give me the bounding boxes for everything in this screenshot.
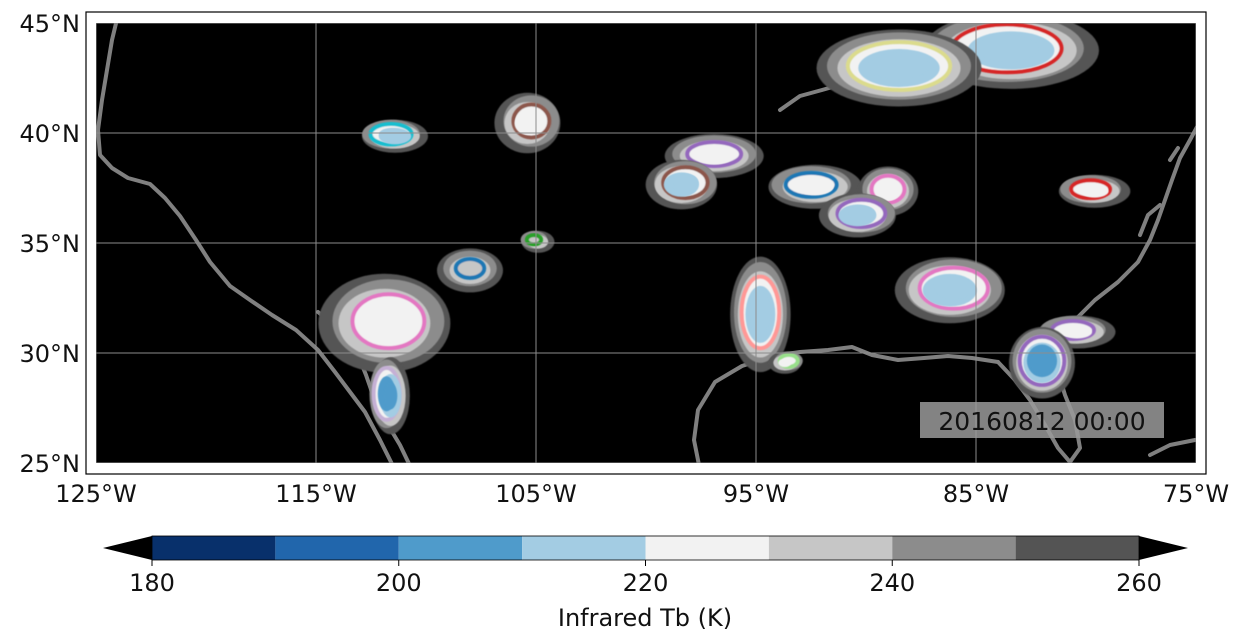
tb-contour xyxy=(524,233,544,247)
tb-contour xyxy=(876,181,900,201)
feature-oklahoma-north xyxy=(645,159,718,210)
colorbar-bins xyxy=(152,536,1139,560)
lat-tick-labels: 45°N 40°N 35°N 30°N 25°N xyxy=(20,10,81,478)
feature-new-mexico-north xyxy=(437,248,503,293)
lat-tick-label: 35°N xyxy=(20,230,81,258)
lon-tick-labels: 125°W 115°W 105°W 95°W 85°W 75°W xyxy=(55,480,1229,508)
tb-contour xyxy=(1061,325,1093,339)
map-panel: 45°N 40°N 35°N 30°N 25°N 125°W 115°W 105°W 95°W… xyxy=(20,10,1230,508)
tb-contour xyxy=(383,382,398,410)
tb-contour xyxy=(974,34,1040,63)
lon-tick-label: 105°W xyxy=(495,480,577,508)
lat-tick-label: 25°N xyxy=(20,450,81,478)
lon-tick-label: 115°W xyxy=(275,480,357,508)
tb-contour xyxy=(694,147,734,165)
tb-contour xyxy=(378,128,404,141)
feature-florida xyxy=(1009,327,1075,399)
feature-great-lakes-west xyxy=(816,29,982,107)
gridlines xyxy=(96,23,1196,463)
tb-contour xyxy=(672,173,699,192)
tb-contour xyxy=(749,291,772,334)
colorbar-bin xyxy=(1015,536,1139,560)
feature-new-mexico-east xyxy=(520,230,555,253)
tb-contour xyxy=(1080,184,1109,198)
colorbar-label: Infrared Tb (K) xyxy=(558,604,732,632)
feature-arizona xyxy=(318,273,451,373)
tb-contour xyxy=(1030,350,1054,376)
colorbar-extend-min xyxy=(103,536,152,560)
lat-tick-label: 30°N xyxy=(20,340,81,368)
colorbar: 180 200 220 240 260 Infrared Tb (K) xyxy=(103,535,1188,632)
lon-tick-label: 95°W xyxy=(723,480,789,508)
feature-alabama xyxy=(894,257,1005,324)
colorbar-bin xyxy=(645,536,769,560)
lon-tick-label: 85°W xyxy=(943,480,1009,508)
tb-contour xyxy=(514,111,541,135)
tb-contour xyxy=(933,276,974,301)
lon-tick-label: 125°W xyxy=(55,480,137,508)
colorbar-tick-label: 200 xyxy=(376,569,422,597)
tb-contour xyxy=(358,303,411,343)
coastline-pacific xyxy=(96,23,394,463)
feature-texas-coast xyxy=(768,351,803,374)
timestamp-text: 20160812 00:00 xyxy=(938,407,1145,436)
ir-cloud-features xyxy=(318,23,1131,435)
colorbar-extend-max xyxy=(1139,536,1188,560)
feature-colorado-north xyxy=(494,92,561,154)
lat-tick-label: 45°N xyxy=(20,10,81,38)
timestamp-background xyxy=(920,402,1164,438)
coastline-mexico-east xyxy=(1148,438,1196,457)
coastline-chesapeake xyxy=(1138,146,1180,237)
colorbar-bin xyxy=(398,536,523,560)
tb-contour xyxy=(778,358,792,368)
timestamp-box: 20160812 00:00 xyxy=(920,402,1164,438)
colorbar-tick-label: 180 xyxy=(129,569,175,597)
feature-kentucky xyxy=(818,193,896,238)
tb-contour xyxy=(868,51,930,81)
feature-virginia xyxy=(1058,174,1131,208)
colorbar-bin xyxy=(892,536,1016,560)
colorbar-bin xyxy=(768,536,893,560)
colorbar-ticks: 180 200 220 240 260 xyxy=(129,560,1162,597)
colorbar-bin xyxy=(275,536,399,560)
colorbar-bin xyxy=(522,536,646,560)
colorbar-bin xyxy=(152,536,276,560)
coastline-atlantic xyxy=(1060,124,1196,347)
colorbar-tick-label: 240 xyxy=(869,569,915,597)
tb-contour xyxy=(453,256,487,280)
coastline-gulf-mexico xyxy=(692,345,1000,463)
feature-east-texas xyxy=(730,256,791,373)
colorbar-tick-label: 260 xyxy=(1116,569,1162,597)
tb-contour xyxy=(796,178,834,196)
tb-contour xyxy=(847,205,876,222)
lon-tick-label: 75°W xyxy=(1163,480,1229,508)
lat-tick-label: 40°N xyxy=(20,120,81,148)
feature-sonora xyxy=(369,357,410,435)
colorbar-tick-label: 220 xyxy=(623,569,669,597)
feature-utah-north xyxy=(362,119,428,153)
